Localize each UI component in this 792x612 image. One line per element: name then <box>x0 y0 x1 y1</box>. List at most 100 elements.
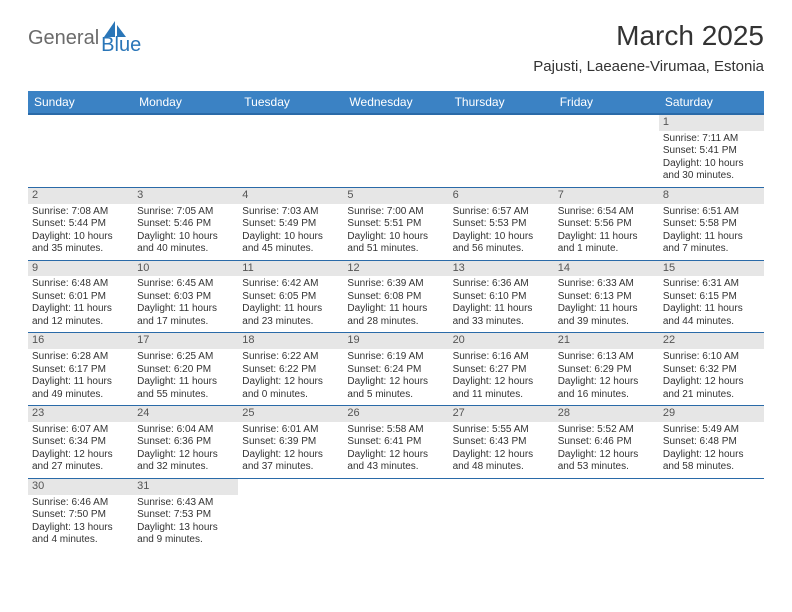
calendar-day-cell <box>554 478 659 550</box>
sunset-text: Sunset: 6:01 PM <box>32 291 129 304</box>
daylight-text: and 7 minutes. <box>663 243 760 256</box>
header: GeneralBlue March 2025 Pajusti, Laeaene-… <box>0 0 792 83</box>
daylight-text: Daylight: 11 hours <box>453 303 550 316</box>
sunrise-text: Sunrise: 6:48 AM <box>32 278 129 291</box>
sunrise-text: Sunrise: 5:58 AM <box>347 424 444 437</box>
daylight-text: Daylight: 11 hours <box>663 231 760 244</box>
daylight-text: Daylight: 13 hours <box>32 522 129 535</box>
daylight-text: and 28 minutes. <box>347 316 444 329</box>
day-number: 7 <box>554 188 659 204</box>
day-number: 25 <box>238 406 343 422</box>
daylight-text: Daylight: 10 hours <box>242 231 339 244</box>
sunset-text: Sunset: 6:41 PM <box>347 436 444 449</box>
sunrise-text: Sunrise: 6:36 AM <box>453 278 550 291</box>
sunset-text: Sunset: 6:24 PM <box>347 364 444 377</box>
sunset-text: Sunset: 5:46 PM <box>137 218 234 231</box>
sunrise-text: Sunrise: 6:31 AM <box>663 278 760 291</box>
calendar-day-cell: 3Sunrise: 7:05 AMSunset: 5:46 PMDaylight… <box>133 187 238 260</box>
sunset-text: Sunset: 5:58 PM <box>663 218 760 231</box>
day-number: 18 <box>238 333 343 349</box>
daylight-text: Daylight: 12 hours <box>137 449 234 462</box>
sunset-text: Sunset: 6:22 PM <box>242 364 339 377</box>
daylight-text: Daylight: 11 hours <box>558 231 655 244</box>
daylight-text: and 4 minutes. <box>32 534 129 547</box>
calendar-day-cell: 25Sunrise: 6:01 AMSunset: 6:39 PMDayligh… <box>238 406 343 479</box>
calendar-week-row: 1Sunrise: 7:11 AMSunset: 5:41 PMDaylight… <box>28 114 764 187</box>
daylight-text: Daylight: 10 hours <box>453 231 550 244</box>
calendar-day-cell: 5Sunrise: 7:00 AMSunset: 5:51 PMDaylight… <box>343 187 448 260</box>
day-number: 17 <box>133 333 238 349</box>
logo-text-blue: Blue <box>101 34 141 57</box>
calendar-day-cell: 28Sunrise: 5:52 AMSunset: 6:46 PMDayligh… <box>554 406 659 479</box>
calendar-week-row: 9Sunrise: 6:48 AMSunset: 6:01 PMDaylight… <box>28 260 764 333</box>
sunrise-text: Sunrise: 6:19 AM <box>347 351 444 364</box>
daylight-text: and 27 minutes. <box>32 461 129 474</box>
weekday-header: Tuesday <box>238 91 343 114</box>
calendar-day-cell: 23Sunrise: 6:07 AMSunset: 6:34 PMDayligh… <box>28 406 133 479</box>
calendar-day-cell: 13Sunrise: 6:36 AMSunset: 6:10 PMDayligh… <box>449 260 554 333</box>
weekday-header-row: Sunday Monday Tuesday Wednesday Thursday… <box>28 91 764 114</box>
sunset-text: Sunset: 7:50 PM <box>32 509 129 522</box>
sunrise-text: Sunrise: 6:07 AM <box>32 424 129 437</box>
sunrise-text: Sunrise: 7:03 AM <box>242 206 339 219</box>
sunset-text: Sunset: 7:53 PM <box>137 509 234 522</box>
daylight-text: Daylight: 12 hours <box>453 449 550 462</box>
daylight-text: and 49 minutes. <box>32 389 129 402</box>
daylight-text: Daylight: 10 hours <box>137 231 234 244</box>
daylight-text: and 44 minutes. <box>663 316 760 329</box>
calendar-day-cell: 9Sunrise: 6:48 AMSunset: 6:01 PMDaylight… <box>28 260 133 333</box>
sunrise-text: Sunrise: 6:51 AM <box>663 206 760 219</box>
daylight-text: Daylight: 12 hours <box>453 376 550 389</box>
daylight-text: and 35 minutes. <box>32 243 129 256</box>
calendar-day-cell <box>133 114 238 187</box>
daylight-text: Daylight: 10 hours <box>347 231 444 244</box>
sunset-text: Sunset: 6:13 PM <box>558 291 655 304</box>
daylight-text: Daylight: 11 hours <box>242 303 339 316</box>
day-number: 6 <box>449 188 554 204</box>
day-number: 5 <box>343 188 448 204</box>
weekday-header: Wednesday <box>343 91 448 114</box>
daylight-text: Daylight: 12 hours <box>347 449 444 462</box>
day-number: 14 <box>554 261 659 277</box>
daylight-text: and 23 minutes. <box>242 316 339 329</box>
sunrise-text: Sunrise: 6:25 AM <box>137 351 234 364</box>
calendar-day-cell: 30Sunrise: 6:46 AMSunset: 7:50 PMDayligh… <box>28 478 133 550</box>
daylight-text: Daylight: 12 hours <box>242 449 339 462</box>
day-number: 19 <box>343 333 448 349</box>
sunset-text: Sunset: 5:49 PM <box>242 218 339 231</box>
sunrise-text: Sunrise: 6:28 AM <box>32 351 129 364</box>
sunset-text: Sunset: 6:17 PM <box>32 364 129 377</box>
weekday-header: Thursday <box>449 91 554 114</box>
calendar-day-cell: 27Sunrise: 5:55 AMSunset: 6:43 PMDayligh… <box>449 406 554 479</box>
day-number: 4 <box>238 188 343 204</box>
calendar-day-cell: 14Sunrise: 6:33 AMSunset: 6:13 PMDayligh… <box>554 260 659 333</box>
sunset-text: Sunset: 6:48 PM <box>663 436 760 449</box>
calendar-day-cell: 17Sunrise: 6:25 AMSunset: 6:20 PMDayligh… <box>133 333 238 406</box>
daylight-text: and 56 minutes. <box>453 243 550 256</box>
daylight-text: and 0 minutes. <box>242 389 339 402</box>
sunrise-text: Sunrise: 5:52 AM <box>558 424 655 437</box>
daylight-text: Daylight: 12 hours <box>558 376 655 389</box>
sunset-text: Sunset: 5:56 PM <box>558 218 655 231</box>
day-number: 22 <box>659 333 764 349</box>
day-number: 10 <box>133 261 238 277</box>
day-number: 20 <box>449 333 554 349</box>
sunrise-text: Sunrise: 6:43 AM <box>137 497 234 510</box>
daylight-text: and 53 minutes. <box>558 461 655 474</box>
sunset-text: Sunset: 6:43 PM <box>453 436 550 449</box>
sunrise-text: Sunrise: 5:49 AM <box>663 424 760 437</box>
daylight-text: Daylight: 12 hours <box>347 376 444 389</box>
sunrise-text: Sunrise: 6:01 AM <box>242 424 339 437</box>
logo-text-gray: General <box>28 27 99 50</box>
daylight-text: and 9 minutes. <box>137 534 234 547</box>
daylight-text: and 1 minute. <box>558 243 655 256</box>
daylight-text: Daylight: 11 hours <box>347 303 444 316</box>
calendar-day-cell <box>449 114 554 187</box>
daylight-text: and 16 minutes. <box>558 389 655 402</box>
weekday-header: Friday <box>554 91 659 114</box>
sunrise-text: Sunrise: 6:42 AM <box>242 278 339 291</box>
sunrise-text: Sunrise: 6:57 AM <box>453 206 550 219</box>
calendar-day-cell: 22Sunrise: 6:10 AMSunset: 6:32 PMDayligh… <box>659 333 764 406</box>
day-number: 3 <box>133 188 238 204</box>
daylight-text: and 43 minutes. <box>347 461 444 474</box>
